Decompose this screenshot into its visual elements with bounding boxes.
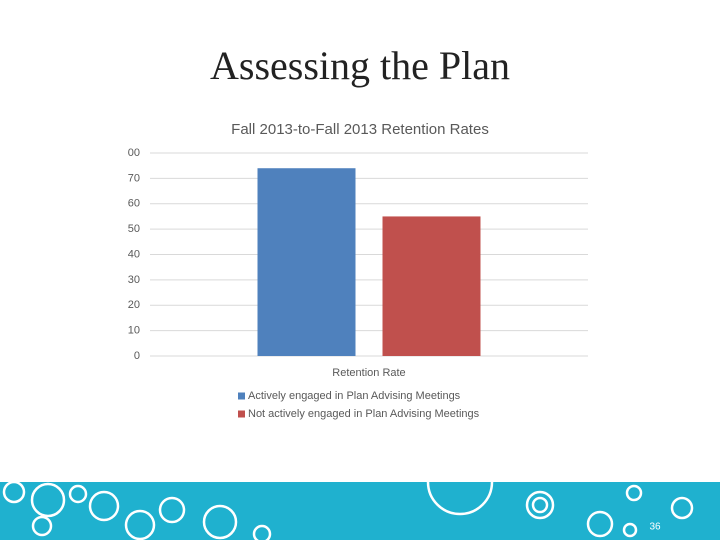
slide-title: Assessing the Plan: [210, 43, 510, 88]
x-tick-label: Retention Rate: [332, 367, 405, 379]
footer-band: 36: [0, 480, 720, 540]
y-tick-label: 40: [128, 248, 140, 260]
y-tick-label: 10: [128, 325, 140, 337]
y-tick-label: 50: [128, 223, 140, 235]
y-tick-label: 20: [128, 299, 140, 311]
bar: [257, 168, 356, 356]
y-tick-label: 70: [128, 172, 140, 184]
y-tick-label: 60: [128, 198, 140, 210]
footer-decoration: [2, 480, 694, 540]
bar: [382, 216, 481, 356]
y-tick-label: 00: [128, 147, 140, 159]
legend-label: Not actively engaged in Plan Advising Me…: [248, 408, 480, 420]
chart-title: Fall 2013-to-Fall 2013 Retention Rates: [231, 121, 489, 138]
footer-background: [0, 482, 720, 540]
legend-swatch: [238, 392, 245, 400]
y-tick-label: 30: [128, 274, 140, 286]
y-tick-label: 0: [134, 350, 140, 362]
legend-label: Actively engaged in Plan Advising Meetin…: [248, 390, 461, 402]
page-number: 36: [649, 522, 661, 533]
legend-swatch: [238, 410, 245, 418]
